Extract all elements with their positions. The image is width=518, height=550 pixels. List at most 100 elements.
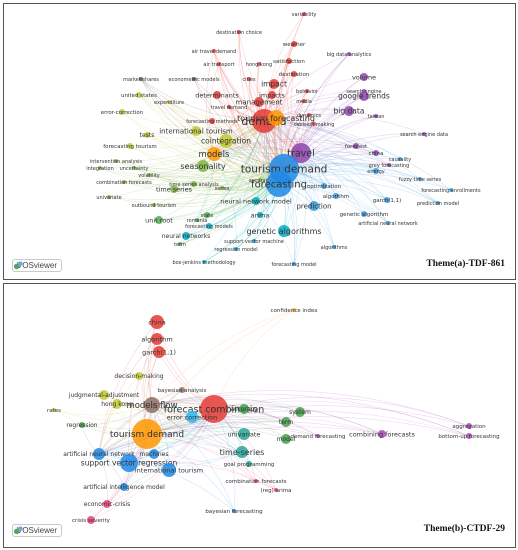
keyword-b-node[interactable]: model	[277, 434, 296, 444]
keyword-b-node-circle[interactable]	[246, 461, 252, 467]
keyword-b-node[interactable]: term	[279, 417, 293, 427]
keyword-a-node-circle[interactable]	[422, 132, 426, 136]
keyword-b-node-circle[interactable]	[103, 500, 111, 508]
keyword-a-node[interactable]: travel demand	[211, 105, 248, 111]
keyword-b-node[interactable]: time-series	[220, 446, 265, 458]
keyword-a-node-circle[interactable]	[268, 91, 276, 99]
keyword-b-node-circle[interactable]	[200, 395, 228, 423]
keyword-b-node-circle[interactable]	[93, 448, 105, 460]
keyword-b-node-circle[interactable]	[99, 390, 109, 400]
keyword-a-node[interactable]: expenditure	[154, 100, 184, 106]
keyword-a-node-circle[interactable]	[155, 216, 163, 224]
keyword-b-node[interactable]: error correction	[167, 411, 217, 423]
keyword-a-node[interactable]: prediction model	[417, 201, 459, 207]
keyword-a-node-circle[interactable]	[252, 239, 256, 243]
keyword-b-node-circle[interactable]	[150, 315, 164, 329]
keyword-a-node[interactable]: media	[296, 99, 312, 105]
keyword-a-node-circle[interactable]	[291, 143, 311, 163]
keyword-b-node-circle[interactable]	[238, 428, 250, 440]
keyword-a-node-circle[interactable]	[197, 160, 209, 172]
keyword-b-node-circle[interactable]	[135, 372, 143, 380]
keyword-b-node[interactable]: economic-crisis	[84, 500, 130, 508]
keyword-a-node[interactable]: genetic algorithms	[246, 225, 322, 237]
keyword-a-node-circle[interactable]	[252, 197, 260, 205]
keyword-a-node[interactable]: arima	[251, 211, 270, 219]
keyword-a-node[interactable]: term	[174, 242, 186, 248]
keyword-b-node-circle[interactable]	[153, 346, 165, 358]
keyword-a-node[interactable]: forecasting enrollments	[421, 188, 481, 194]
keyword-b-node-circle[interactable]	[378, 430, 386, 438]
keyword-a-node[interactable]: artificial neural network	[358, 221, 418, 227]
keyword-a-node[interactable]: cities	[242, 77, 256, 83]
keyword-b-node-circle[interactable]	[120, 454, 138, 472]
keyword-a-node-circle[interactable]	[266, 171, 292, 197]
keyword-a-node[interactable]: determinants	[195, 91, 239, 99]
keyword-a-node[interactable]: forecasting tourism	[103, 143, 157, 150]
keyword-a-node[interactable]: volatility	[138, 173, 160, 179]
keyword-a-node[interactable]: algorithms	[321, 245, 348, 251]
keyword-a-node[interactable]: forecasting	[251, 171, 307, 197]
keyword-a-node-circle[interactable]	[384, 197, 390, 203]
keyword-b-node[interactable]: crisis severity	[72, 516, 111, 524]
keyword-a-node[interactable]: volume	[352, 73, 376, 81]
keyword-a-node-circle[interactable]	[132, 166, 136, 170]
keyword-b-node[interactable]: models flow	[126, 397, 178, 413]
keyword-a-node[interactable]: grey forecasting	[369, 163, 410, 169]
keyword-a-node[interactable]: seasonality	[180, 160, 226, 172]
keyword-a-node[interactable]: satisfaction	[273, 58, 305, 65]
keyword-a-node-circle[interactable]	[247, 77, 251, 81]
keyword-a-node[interactable]: fuzzy time series	[399, 177, 442, 183]
keyword-a-node-circle[interactable]	[302, 12, 306, 16]
keyword-b-node[interactable]: confidence index	[271, 308, 319, 314]
keyword-a-node[interactable]: travel	[287, 143, 315, 163]
keyword-b-node-circle[interactable]	[112, 399, 122, 409]
keyword-b-node[interactable]: rates	[47, 408, 61, 414]
keyword-a-node-circle[interactable]	[122, 180, 126, 184]
keyword-a-node[interactable]: behavior	[296, 89, 319, 95]
keyword-b-node[interactable]: (reg) arima	[261, 488, 292, 494]
keyword-a-node-circle[interactable]	[227, 105, 231, 109]
keyword-a-node[interactable]: unit root	[145, 216, 173, 224]
keyword-a-node-circle[interactable]	[147, 173, 151, 177]
keyword-a-node-circle[interactable]	[119, 109, 125, 115]
keyword-b-node[interactable]: goal programming	[224, 461, 275, 468]
keyword-a-node-circle[interactable]	[191, 181, 197, 187]
keyword-a-node[interactable]: taiwan	[368, 114, 385, 120]
keyword-a-node-circle[interactable]	[398, 157, 402, 161]
keyword-b-node[interactable]: international tourism	[135, 463, 203, 477]
keyword-a-node-circle[interactable]	[360, 73, 368, 81]
keyword-b-node[interactable]: bayesian forecasting	[205, 509, 262, 515]
keyword-a-node[interactable]: prediction	[296, 201, 332, 211]
keyword-a-node[interactable]: search engine data	[400, 132, 448, 138]
keyword-a-node[interactable]: united states	[121, 92, 157, 99]
keyword-a-node[interactable]: romania	[187, 218, 208, 224]
keyword-a-node[interactable]: air transport	[203, 62, 234, 68]
keyword-a-node-circle[interactable]	[449, 188, 453, 192]
keyword-b-node[interactable]: china	[148, 315, 166, 329]
keyword-b-node-circle[interactable]	[316, 434, 320, 438]
keyword-b-node[interactable]: regression	[66, 422, 98, 429]
keyword-a-node[interactable]: econometric models	[169, 77, 220, 83]
network-graph-b[interactable]: confidence index china algorithm garch(1,1)…	[4, 284, 515, 547]
keyword-a-node[interactable]: combination forecasts	[96, 180, 152, 186]
keyword-a-node-circle[interactable]	[206, 223, 212, 229]
keyword-a-node-circle[interactable]	[207, 147, 221, 161]
keyword-b-node[interactable]: demand forecasting	[290, 434, 345, 440]
keyword-a-node[interactable]: neural networks	[162, 232, 211, 240]
keyword-b-node[interactable]: bayesian analysis	[158, 387, 207, 394]
keyword-b-node-circle[interactable]	[292, 308, 296, 312]
keyword-a-node-circle[interactable]	[257, 62, 261, 66]
keyword-a-node-circle[interactable]	[195, 218, 199, 222]
keyword-a-node[interactable]: accuracy	[249, 178, 272, 184]
keyword-a-node-circle[interactable]	[332, 245, 336, 249]
keyword-a-node-circle[interactable]	[170, 185, 178, 193]
keyword-a-node-circle[interactable]	[237, 30, 241, 34]
keyword-b-node[interactable]: tourism demand	[110, 419, 184, 449]
keyword-b-node-circle[interactable]	[466, 433, 472, 439]
keyword-a-node[interactable]: error-correction	[101, 109, 144, 116]
keyword-a-node[interactable]: uncertainty	[120, 166, 149, 172]
keyword-a-node[interactable]: tests	[140, 132, 155, 139]
keyword-a-node[interactable]: international tourism	[159, 126, 233, 136]
keyword-a-node-circle[interactable]	[387, 163, 391, 167]
keyword-a-node-circle[interactable]	[139, 77, 143, 81]
